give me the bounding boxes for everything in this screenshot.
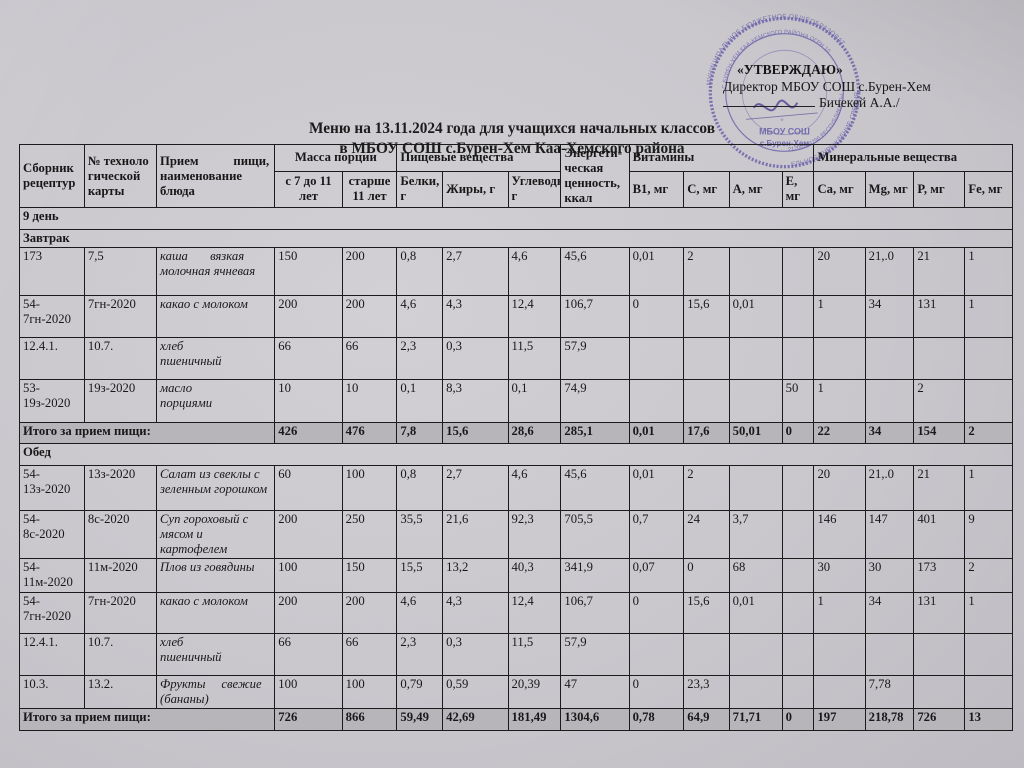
svg-text:*: * bbox=[780, 116, 784, 126]
svg-text:МБОУ СОШ: МБОУ СОШ bbox=[759, 127, 810, 137]
